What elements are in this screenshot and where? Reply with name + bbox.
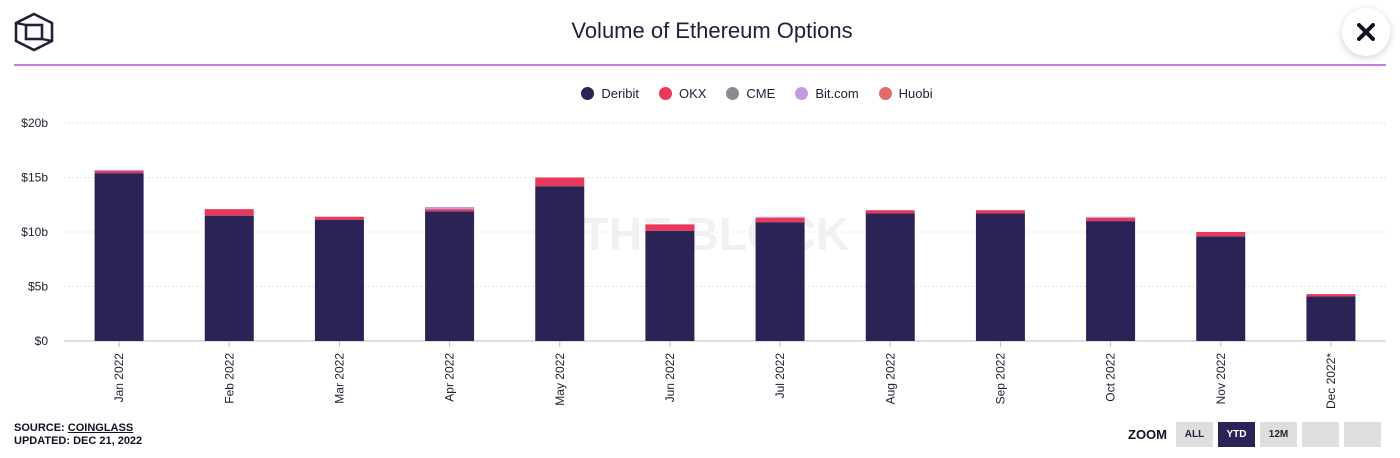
source-line: SOURCE: COINGLASS xyxy=(14,422,142,435)
legend-label-cme: CME xyxy=(746,86,776,101)
x-tick-label: Jul 2022 xyxy=(773,353,787,399)
x-tick-label: Mar 2022 xyxy=(332,353,346,404)
bar-deribit-segment xyxy=(975,213,1025,341)
bar-okx-segment xyxy=(535,177,585,187)
x-tick-label: Apr 2022 xyxy=(443,353,457,402)
legend-swatch-deribit xyxy=(581,87,595,100)
x-tick-label: Jun 2022 xyxy=(663,353,677,403)
the-block-cube-logo-icon[interactable] xyxy=(13,12,55,52)
bar-okx-segment xyxy=(425,209,475,212)
zoom-extra-button-2[interactable] xyxy=(1344,422,1381,447)
chart-legend: Deribit OKX CME Bit.com Huobi xyxy=(0,86,1400,101)
y-tick-label: $10b xyxy=(21,225,48,239)
bar-deribit-segment xyxy=(94,173,144,341)
bar-deribit-segment xyxy=(1196,236,1246,341)
bar-deribit-segment xyxy=(204,215,254,341)
zoom-controls: ZOOM ALL YTD 12M xyxy=(1128,422,1381,447)
bar-deribit-segment xyxy=(1086,221,1136,341)
bar-okx-segment xyxy=(645,224,695,231)
bar-bitcom-segment xyxy=(94,169,144,171)
bar-okx-segment xyxy=(1086,217,1136,222)
x-tick-label: Oct 2022 xyxy=(1104,353,1118,402)
legend-label-bitcom: Bit.com xyxy=(815,86,859,101)
bar-deribit-segment xyxy=(314,220,364,341)
x-tick-label: Jan 2022 xyxy=(112,353,126,403)
bar-okx-segment xyxy=(755,217,805,223)
source-link[interactable]: COINGLASS xyxy=(67,422,134,434)
bar-deribit-segment xyxy=(865,213,915,341)
bar-deribit-segment xyxy=(755,222,805,341)
legend-swatch-huobi xyxy=(878,87,892,100)
legend-item-okx[interactable]: OKX xyxy=(655,86,706,101)
legend-item-cme[interactable]: CME xyxy=(722,86,775,101)
y-tick-label: $5b xyxy=(28,280,48,294)
chart-footer: SOURCE: COINGLASS UPDATED: DEC 21, 2022 xyxy=(14,422,142,448)
zoom-12m-button[interactable]: 12M xyxy=(1260,422,1297,447)
bar-bitcom-segment xyxy=(1086,216,1136,218)
legend-item-huobi[interactable]: Huobi xyxy=(875,86,933,101)
bar-okx-segment xyxy=(1306,294,1356,297)
source-label: SOURCE: xyxy=(14,422,68,434)
chart-title: Volume of Ethereum Options xyxy=(571,18,853,43)
x-tick-label: Sep 2022 xyxy=(993,353,1007,405)
bar-okx-segment xyxy=(94,170,144,174)
y-tick-label: $20b xyxy=(21,116,48,130)
bar-bitcom-segment xyxy=(425,206,475,210)
legend-item-deribit[interactable]: Deribit xyxy=(577,86,639,101)
bar-okx-segment xyxy=(204,209,254,216)
legend-item-bitcom[interactable]: Bit.com xyxy=(791,86,859,101)
close-icon xyxy=(1357,23,1375,41)
y-tick-label: $0 xyxy=(35,334,49,348)
x-tick-label: Feb 2022 xyxy=(222,353,236,404)
bar-deribit-segment xyxy=(535,186,585,341)
legend-label-deribit: Deribit xyxy=(601,86,639,101)
bar-deribit-segment xyxy=(425,211,475,341)
x-tick-label: Dec 2022* xyxy=(1324,353,1338,409)
legend-swatch-cme xyxy=(726,87,740,100)
y-tick-label: $15b xyxy=(21,171,48,185)
title-divider xyxy=(14,64,1386,66)
bar-deribit-segment xyxy=(1306,296,1356,341)
zoom-extra-button-1[interactable] xyxy=(1302,422,1339,447)
bar-okx-segment xyxy=(975,210,1025,214)
bar-bitcom-segment xyxy=(755,216,805,218)
legend-label-huobi: Huobi xyxy=(898,86,933,101)
bar-okx-segment xyxy=(1196,232,1246,237)
zoom-ytd-button[interactable]: YTD xyxy=(1218,422,1255,447)
x-tick-label: May 2022 xyxy=(553,353,567,406)
zoom-all-button[interactable]: ALL xyxy=(1176,422,1213,447)
legend-swatch-bitcom xyxy=(795,87,809,100)
bar-deribit-segment xyxy=(645,230,695,341)
updated-date: UPDATED: DEC 21, 2022 xyxy=(14,435,143,447)
stacked-bar-chart: THE BLOCK $0 $5b $10b $15b $20b Jan 2022 Feb 20… xyxy=(21,116,1386,409)
watermark-text: THE BLOCK xyxy=(581,208,849,260)
close-button[interactable] xyxy=(1342,8,1390,56)
x-tick-label: Nov 2022 xyxy=(1214,353,1228,405)
x-tick-label: Aug 2022 xyxy=(883,353,897,405)
legend-label-okx: OKX xyxy=(678,86,707,101)
bar-okx-segment xyxy=(314,216,364,221)
bar-okx-segment xyxy=(865,210,915,214)
legend-swatch-okx xyxy=(658,87,672,100)
zoom-label: ZOOM xyxy=(1128,427,1167,442)
